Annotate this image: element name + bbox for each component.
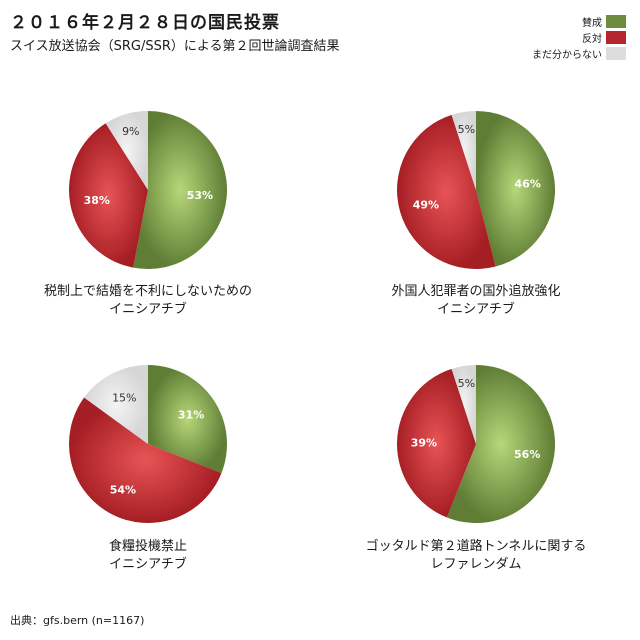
legend-label: まだ分からない xyxy=(532,50,602,61)
pie-label-no: 54% xyxy=(110,484,136,497)
legend-item-yes: 賛成 xyxy=(532,14,626,29)
legend-item-undecided: まだ分からない xyxy=(532,46,626,61)
chart-subtitle: スイス放送協会（SRG/SSR）による第２回世論調査結果 xyxy=(10,39,340,54)
source-note: 出典：gfs.bern (n=1167) xyxy=(10,614,145,627)
pie-slice-no xyxy=(397,114,496,269)
legend-swatch-no xyxy=(606,31,626,44)
pie-slice-no xyxy=(397,368,476,518)
pie-title-line1: ゴッタルド第２道路トンネルに関する xyxy=(365,539,587,554)
pie-slice-yes xyxy=(476,110,556,267)
pie-label-yes: 53% xyxy=(187,189,213,202)
pie-title-marriage-tax: 税制上で結婚を不利にしないための イニシアチブ xyxy=(3,283,293,319)
pie-title-deportation: 外国人犯罪者の国外追放強化 イニシアチブ xyxy=(331,283,621,319)
pie-slice-undecided xyxy=(451,365,476,444)
pie-label-undecided: 9% xyxy=(122,125,139,138)
pie-title-line1: 税制上で結婚を不利にしないための xyxy=(43,284,252,299)
pie-chart-deportation: 46% 49% 5% xyxy=(397,110,556,269)
legend-label: 反対 xyxy=(582,34,602,45)
legend-item-no: 反対 xyxy=(532,30,626,45)
pie-label-undecided: 5% xyxy=(458,377,475,390)
pie-slice-undecided xyxy=(84,365,148,444)
pie-title-food-speculation: 食糧投機禁止 イニシアチブ xyxy=(3,538,293,574)
pie-label-no: 39% xyxy=(411,436,437,449)
pie-title-line2: イニシアチブ xyxy=(109,557,187,572)
pie-slice-no xyxy=(69,123,148,268)
pie-chart-food-speculation: 31% 54% 15% xyxy=(68,365,227,524)
pie-slice-undecided xyxy=(105,111,148,190)
chart-title: ２０１６年２月２８日の国民投票 xyxy=(10,13,280,33)
pie-title-line2: イニシアチブ xyxy=(109,302,187,317)
pie-slice-undecided xyxy=(451,111,476,190)
legend: 賛成 反対 まだ分からない xyxy=(532,14,626,62)
pie-label-undecided: 5% xyxy=(458,123,475,136)
pie-label-yes: 46% xyxy=(515,178,541,191)
pie-chart-gotthard-tunnel: 56% 39% 5% xyxy=(397,364,556,523)
pie-title-line2: イニシアチブ xyxy=(437,302,515,317)
legend-swatch-yes xyxy=(606,15,626,28)
pie-slice-yes xyxy=(133,111,228,269)
pie-label-no: 38% xyxy=(84,194,110,207)
pie-label-yes: 56% xyxy=(514,448,540,461)
legend-swatch-undecided xyxy=(606,47,626,60)
pie-title-gotthard-tunnel: ゴッタルド第２道路トンネルに関する レファレンダム xyxy=(331,538,621,574)
pie-label-yes: 31% xyxy=(178,409,204,422)
pie-slice-no xyxy=(68,397,222,524)
pie-label-no: 49% xyxy=(413,199,439,212)
pie-chart-marriage-tax: 53% 38% 9% xyxy=(69,111,228,269)
legend-label: 賛成 xyxy=(582,18,602,29)
pie-slice-yes xyxy=(446,364,556,523)
pie-title-line2: レファレンダム xyxy=(430,557,522,572)
pie-title-line1: 外国人犯罪者の国外追放強化 xyxy=(391,284,561,299)
pie-label-undecided: 15% xyxy=(112,392,136,405)
pie-slice-yes xyxy=(148,365,227,474)
pie-title-line1: 食糧投機禁止 xyxy=(108,539,187,554)
